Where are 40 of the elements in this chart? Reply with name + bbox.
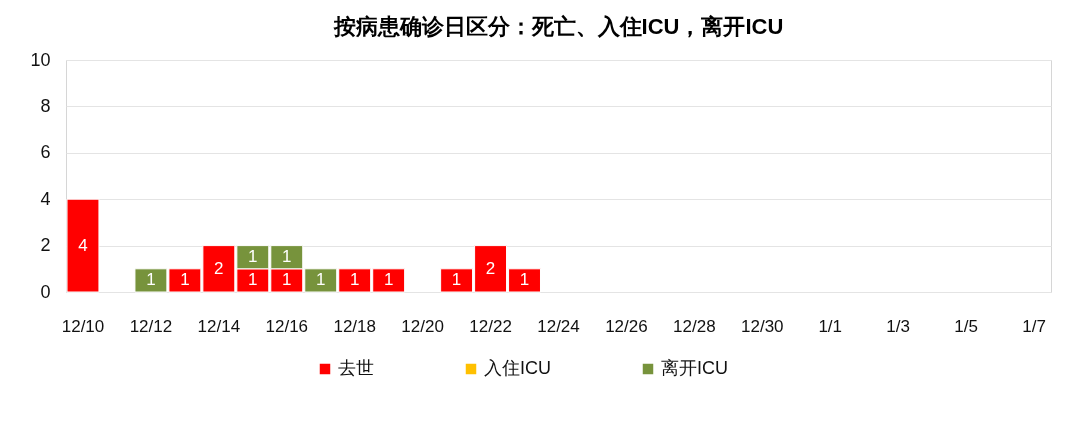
legend-label: 离开ICU [661, 358, 728, 378]
x-tick-label: 12/12 [129, 316, 173, 336]
y-tick-label: 8 [40, 95, 51, 116]
x-tick-label: 1/7 [1022, 316, 1046, 336]
x-tick-label: 12/30 [741, 316, 784, 336]
data-label: 2 [485, 258, 496, 278]
y-tick-label: 6 [40, 142, 51, 163]
data-label: 4 [78, 235, 88, 255]
y-tick-label: 10 [30, 49, 51, 70]
x-tick-label: 12/26 [605, 316, 648, 336]
x-tick-label: 12/18 [333, 316, 376, 336]
data-label: 1 [316, 270, 326, 290]
data-label: 1 [451, 270, 462, 290]
legend-label: 去世 [338, 358, 374, 378]
x-tick-label: 12/14 [197, 316, 241, 336]
data-label: 1 [282, 247, 292, 267]
data-label: 1 [248, 247, 258, 267]
data-label: 1 [383, 270, 394, 290]
x-tick-label: 12/16 [265, 316, 309, 336]
x-tick-label: 12/20 [401, 316, 444, 336]
legend-label: 入住ICU [484, 358, 551, 378]
x-tick-label: 12/28 [673, 316, 716, 336]
data-label: 1 [282, 270, 292, 290]
x-tick-label: 1/5 [954, 316, 978, 336]
y-tick-label: 0 [40, 281, 51, 302]
bar [66, 198, 100, 293]
y-tick-label: 4 [40, 188, 51, 209]
y-tick-label: 2 [40, 235, 51, 256]
data-label: 1 [146, 270, 156, 290]
x-tick-label: 12/22 [469, 316, 512, 336]
x-tick-label: 12/24 [537, 316, 580, 336]
x-tick-label: 1/1 [818, 316, 843, 336]
data-label: 1 [180, 270, 190, 290]
x-tick-label: 1/3 [886, 316, 910, 336]
data-label: 2 [214, 258, 224, 278]
data-label: 1 [349, 270, 360, 290]
x-tick-label: 12/10 [61, 316, 105, 336]
chart-title: 按病患确诊日区分：死亡、入住ICU，离开ICU [332, 14, 784, 39]
data-label: 1 [519, 270, 530, 290]
data-label: 1 [248, 270, 258, 290]
